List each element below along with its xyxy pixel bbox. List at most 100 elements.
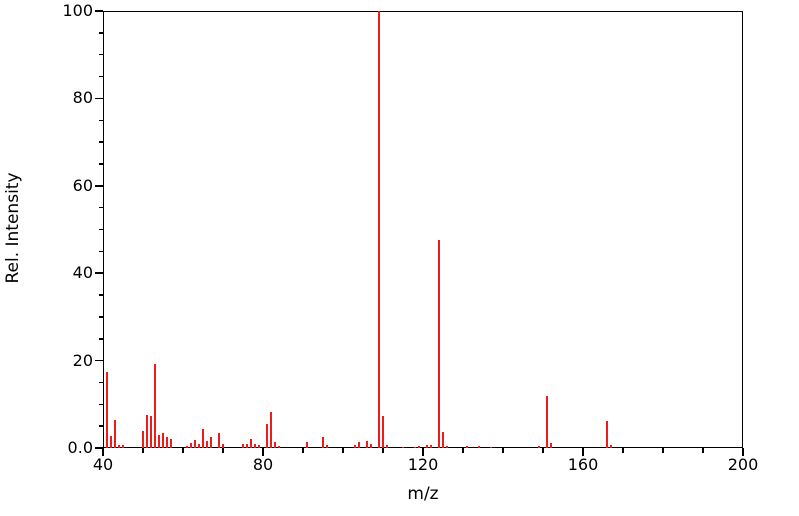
y-major-tick — [95, 272, 103, 274]
y-minor-tick — [98, 338, 103, 340]
spectrum-peak-mz-106 — [366, 441, 368, 448]
x-minor-tick — [622, 448, 624, 453]
x-axis-title: m/z — [407, 484, 439, 504]
spectrum-peak-mz-111 — [386, 445, 388, 448]
spectrum-peak-mz-83 — [274, 442, 276, 448]
y-tick-label-80: 80 — [72, 88, 93, 108]
x-tick-label-40: 40 — [92, 455, 114, 474]
x-tick-label-80: 80 — [252, 455, 274, 474]
x-minor-tick — [662, 448, 664, 453]
y-tick-label-100: 100 — [62, 1, 93, 20]
x-minor-tick — [702, 448, 704, 453]
y-major-tick — [95, 10, 103, 12]
spectrum-peak-mz-43 — [114, 420, 116, 448]
y-minor-tick — [98, 206, 103, 209]
spectrum-peak-mz-50 — [142, 430, 144, 448]
plot-area — [103, 11, 743, 448]
spectrum-peak-mz-118 — [414, 446, 416, 448]
spectrum-peak-mz-63 — [194, 440, 196, 448]
y-tick-label-40: 40 — [72, 263, 93, 283]
spectrum-peak-mz-84 — [278, 445, 280, 448]
spectrum-peak-mz-79 — [258, 444, 260, 448]
spectrum-peak-mz-77 — [250, 439, 252, 448]
spectrum-peak-mz-42 — [110, 436, 112, 448]
spectrum-peak-mz-66 — [206, 441, 208, 448]
spectrum-peak-mz-55 — [162, 432, 164, 448]
spectrum-peak-mz-152 — [550, 442, 552, 448]
spectrum-peak-mz-107 — [370, 444, 372, 448]
spectrum-peak-mz-82 — [270, 411, 272, 448]
spectrum-peak-mz-151 — [546, 395, 548, 448]
spectrum-peak-mz-167 — [610, 444, 612, 448]
spectrum-peak-mz-95 — [322, 437, 324, 448]
y-minor-tick — [98, 119, 103, 121]
y-minor-tick — [98, 53, 103, 56]
spectrum-peak-mz-103 — [354, 444, 356, 448]
spectrum-peak-mz-70 — [222, 443, 224, 448]
spectrum-peak-mz-78 — [254, 443, 256, 448]
spectrum-peak-mz-131 — [466, 445, 468, 448]
spectrum-peak-mz-149 — [538, 446, 540, 448]
x-minor-tick — [302, 448, 304, 453]
spectrum-peak-mz-125 — [442, 432, 444, 448]
x-minor-tick — [462, 448, 464, 453]
spectrum-peaks-layer — [103, 11, 743, 448]
x-tick-label-200: 200 — [727, 455, 759, 474]
x-minor-tick — [142, 448, 144, 453]
x-major-tick — [582, 448, 584, 456]
spectrum-peak-mz-67 — [210, 436, 212, 448]
x-minor-tick — [342, 448, 344, 453]
y-minor-tick — [98, 163, 103, 165]
spectrum-peak-mz-64 — [198, 444, 200, 448]
x-major-tick — [102, 448, 104, 456]
spectrum-peak-mz-52 — [150, 416, 152, 448]
x-minor-tick — [222, 448, 224, 453]
y-major-tick — [95, 447, 103, 449]
spectrum-peak-mz-121 — [426, 445, 428, 448]
spectrum-peak-mz-56 — [166, 436, 168, 448]
y-major-tick — [95, 97, 103, 100]
spectrum-peak-mz-61 — [186, 446, 188, 448]
y-axis-title: Rel. Intensity — [3, 172, 23, 284]
y-major-tick — [95, 359, 103, 362]
spectrum-peak-mz-41 — [106, 372, 108, 448]
spectrum-peak-mz-137 — [490, 446, 492, 448]
y-minor-tick — [98, 75, 103, 78]
spectrum-peak-mz-110 — [382, 416, 384, 448]
spectrum-peak-mz-115 — [402, 446, 404, 448]
spectrum-peak-mz-62 — [190, 442, 192, 448]
spectrum-peak-mz-109 — [378, 11, 380, 448]
x-tick-label-120: 120 — [407, 455, 439, 474]
y-minor-tick — [98, 425, 103, 427]
spectrum-peak-mz-65 — [202, 429, 204, 448]
y-tick-label-20: 20 — [72, 350, 93, 370]
spectrum-peak-mz-57 — [170, 439, 172, 448]
spectrum-peak-mz-91 — [306, 441, 308, 448]
spectrum-peak-mz-44 — [118, 445, 120, 448]
spectrum-peak-mz-45 — [122, 444, 124, 448]
spectrum-peak-mz-134 — [478, 446, 480, 448]
x-minor-tick — [542, 448, 544, 453]
spectrum-peak-mz-126 — [446, 445, 448, 448]
y-minor-tick — [98, 141, 103, 143]
x-major-tick — [422, 448, 424, 456]
y-minor-tick — [98, 403, 103, 406]
x-major-tick — [742, 448, 744, 456]
y-tick-label-0: 0.0 — [67, 438, 93, 457]
spectrum-peak-mz-76 — [246, 443, 248, 448]
spectrum-peak-mz-54 — [158, 434, 160, 448]
spectrum-peak-mz-81 — [266, 424, 268, 448]
y-minor-tick — [98, 381, 103, 384]
spectrum-peak-mz-104 — [358, 441, 360, 448]
y-minor-tick — [98, 228, 103, 231]
x-major-tick — [262, 448, 264, 456]
x-minor-tick — [382, 448, 384, 453]
spectrum-peak-mz-75 — [242, 443, 244, 448]
spectrum-peak-mz-119 — [418, 446, 420, 448]
x-minor-tick — [182, 448, 184, 453]
y-major-tick — [95, 185, 103, 187]
y-minor-tick — [98, 294, 103, 296]
spectrum-peak-mz-51 — [146, 414, 148, 448]
spectrum-peak-mz-124 — [438, 240, 440, 448]
